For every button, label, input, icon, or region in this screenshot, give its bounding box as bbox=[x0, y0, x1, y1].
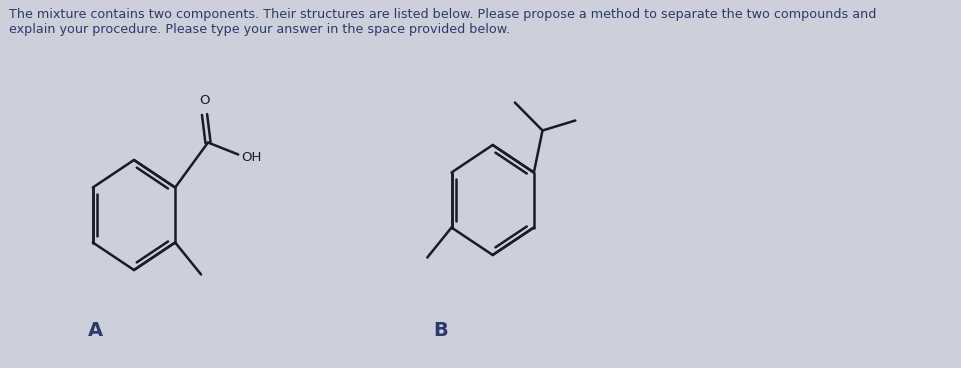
Text: O: O bbox=[199, 95, 209, 107]
Text: A: A bbox=[87, 321, 103, 340]
Text: The mixture contains two components. Their structures are listed below. Please p: The mixture contains two components. The… bbox=[9, 8, 876, 36]
Text: B: B bbox=[433, 321, 448, 340]
Text: OH: OH bbox=[241, 151, 261, 164]
